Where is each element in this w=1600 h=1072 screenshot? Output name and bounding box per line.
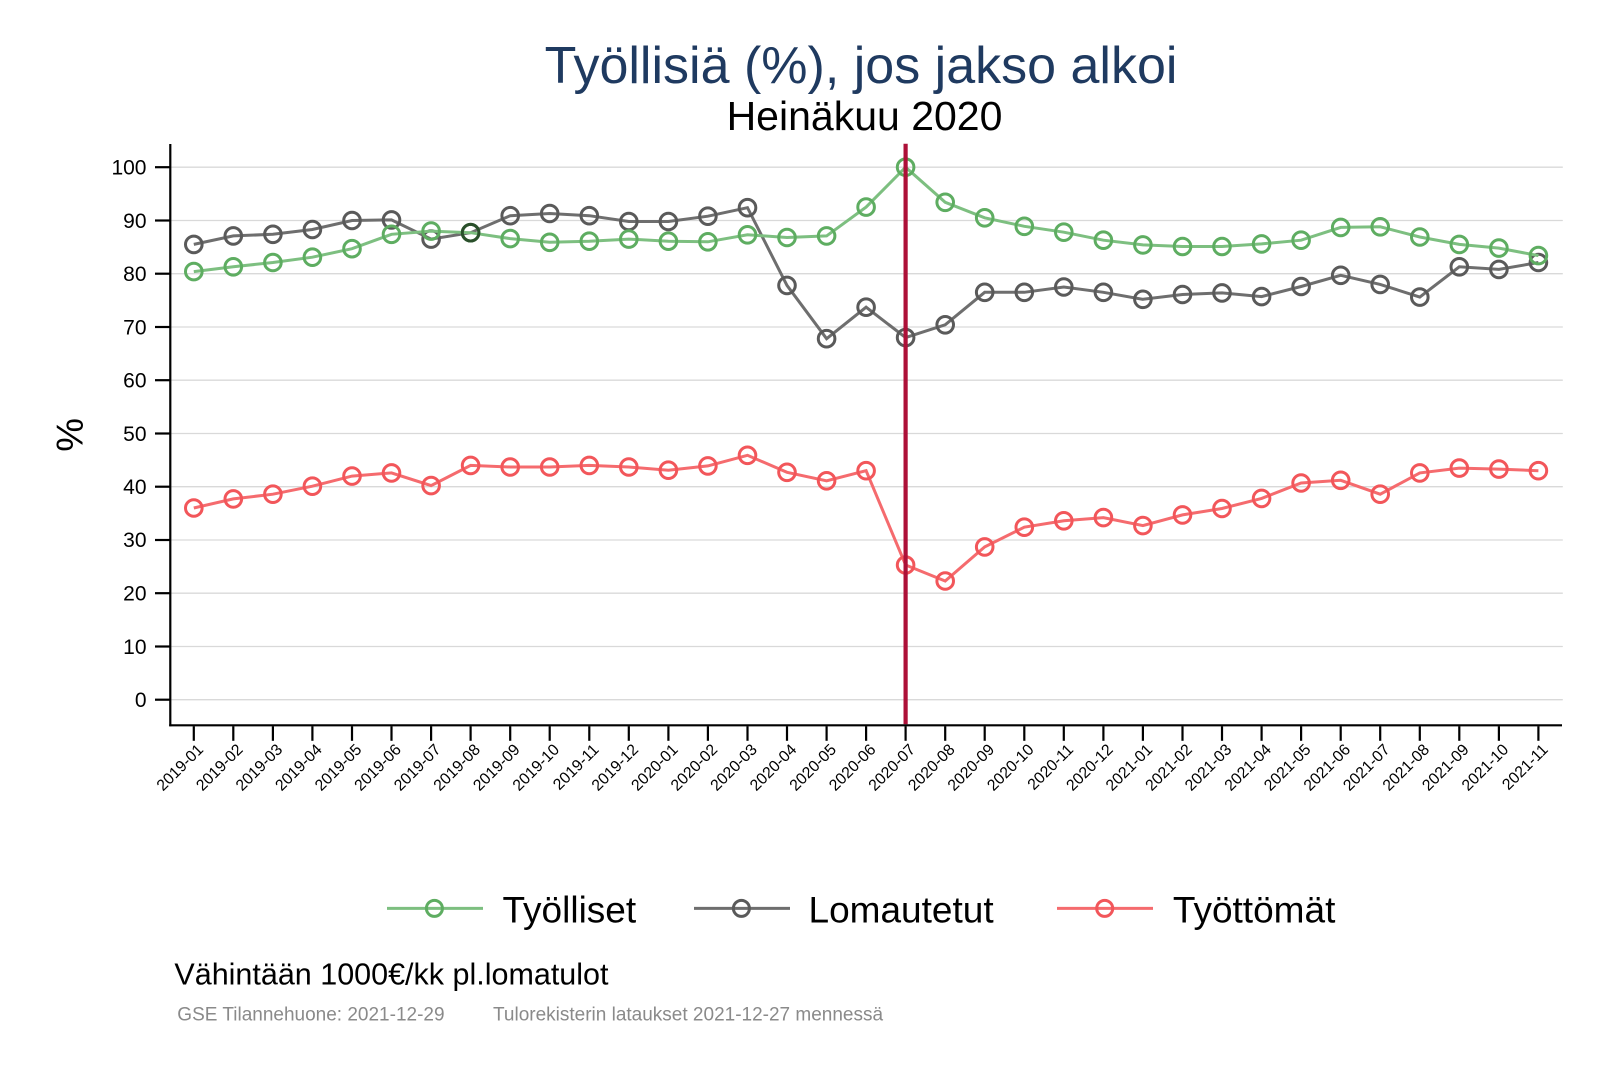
- svg-text:10: 10: [123, 636, 146, 659]
- svg-text:90: 90: [123, 210, 146, 233]
- svg-text:80: 80: [123, 263, 146, 286]
- svg-text:GSE Tilannehuone: 2021-12-29: GSE Tilannehuone: 2021-12-29: [177, 1005, 444, 1026]
- svg-text:Työlliset: Työlliset: [503, 889, 637, 930]
- svg-text:50: 50: [123, 423, 146, 446]
- svg-text:Vähintään 1000€/kk pl.lomatulo: Vähintään 1000€/kk pl.lomatulot: [174, 957, 609, 991]
- svg-text:20: 20: [123, 583, 146, 606]
- svg-text:Lomautetut: Lomautetut: [809, 889, 995, 930]
- svg-text:60: 60: [123, 370, 146, 393]
- svg-text:Työllisiä (%), jos jakso alkoi: Työllisiä (%), jos jakso alkoi: [545, 37, 1178, 95]
- svg-text:Työttömät: Työttömät: [1173, 889, 1336, 930]
- svg-text:Tulorekisterin lataukset 2021-: Tulorekisterin lataukset 2021-12-27 menn…: [493, 1005, 883, 1026]
- svg-text:%: %: [49, 418, 91, 452]
- svg-text:30: 30: [123, 529, 146, 552]
- svg-text:40: 40: [123, 476, 146, 499]
- svg-text:0: 0: [135, 689, 147, 712]
- svg-text:70: 70: [123, 316, 146, 339]
- svg-text:100: 100: [111, 157, 146, 180]
- svg-text:Heinäkuu 2020: Heinäkuu 2020: [727, 93, 1003, 139]
